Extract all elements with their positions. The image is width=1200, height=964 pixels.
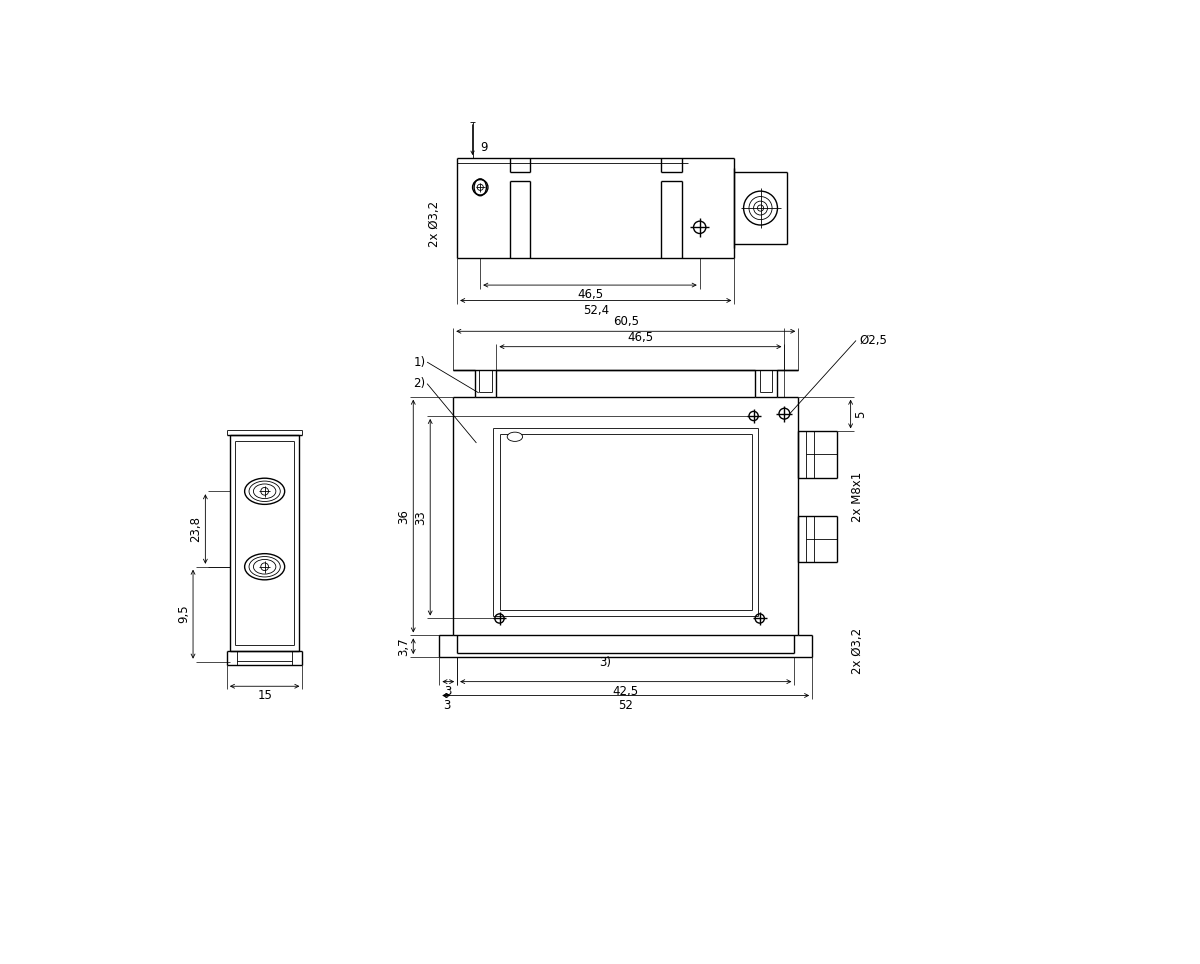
Text: 15: 15 xyxy=(257,689,272,703)
Text: 60,5: 60,5 xyxy=(613,315,638,328)
Text: 5: 5 xyxy=(853,411,866,417)
Text: 52: 52 xyxy=(618,699,634,711)
Text: Ø2,5: Ø2,5 xyxy=(860,334,888,347)
Text: 3,7: 3,7 xyxy=(397,637,410,656)
Text: 42,5: 42,5 xyxy=(613,684,638,698)
Text: 2): 2) xyxy=(413,377,425,390)
Text: 9: 9 xyxy=(480,141,487,154)
Text: 23,8: 23,8 xyxy=(190,516,203,542)
Text: 52,4: 52,4 xyxy=(583,304,608,316)
Text: 9,5: 9,5 xyxy=(176,604,190,624)
Ellipse shape xyxy=(508,432,523,442)
Text: 2x Ø3,2: 2x Ø3,2 xyxy=(427,201,440,247)
Text: 3: 3 xyxy=(445,684,452,698)
Text: 2x Ø3,2: 2x Ø3,2 xyxy=(851,628,864,674)
Text: 3: 3 xyxy=(443,699,450,711)
Text: 46,5: 46,5 xyxy=(628,331,654,343)
Text: 2x M8x1: 2x M8x1 xyxy=(851,471,864,522)
Text: 33: 33 xyxy=(414,510,427,524)
Text: 1): 1) xyxy=(413,356,425,368)
Text: 3): 3) xyxy=(600,656,612,669)
Text: 36: 36 xyxy=(397,509,410,523)
Text: 46,5: 46,5 xyxy=(577,288,604,301)
